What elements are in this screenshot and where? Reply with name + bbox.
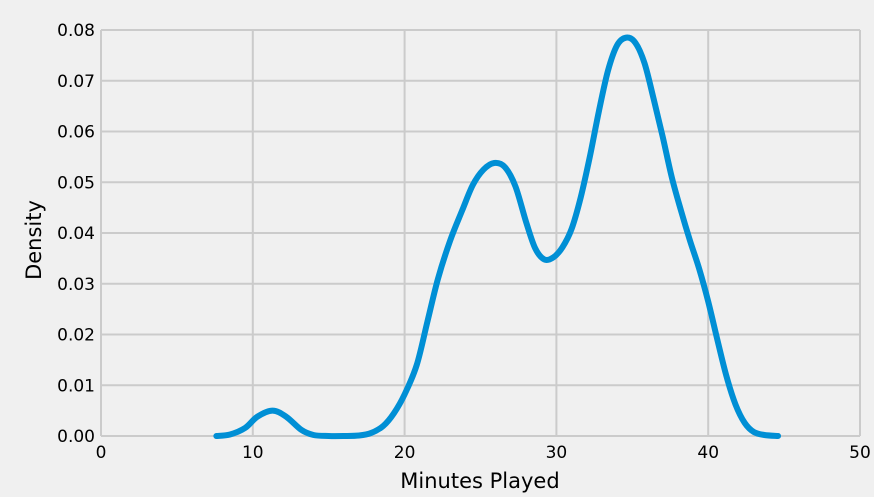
x-tick-label: 30 [546, 443, 568, 463]
y-tick-label: 0.06 [57, 123, 95, 143]
y-tick-label: 0.05 [57, 173, 95, 193]
y-tick-label: 0.02 [57, 326, 95, 346]
x-axis-label: Minutes Played [400, 469, 559, 493]
x-tick-label: 20 [394, 443, 416, 463]
y-axis-ticks: 0.00 0.01 0.02 0.03 0.04 0.05 0.06 0.07 0.08 [57, 21, 95, 447]
plot-area [213, 34, 782, 440]
y-tick-label: 0.04 [57, 224, 95, 244]
x-tick-label: 0 [96, 443, 107, 463]
x-tick-label: 10 [242, 443, 264, 463]
y-tick-label: 0.07 [57, 72, 95, 92]
x-tick-label: 50 [849, 443, 871, 463]
grid [100, 29, 861, 437]
x-tick-label: 40 [697, 443, 719, 463]
y-tick-label: 0.00 [57, 427, 95, 447]
x-axis-ticks: 0 10 20 30 40 50 [96, 443, 871, 463]
y-tick-label: 0.03 [57, 275, 95, 295]
density-curve-0 [213, 34, 782, 440]
y-tick-label: 0.08 [57, 21, 95, 41]
y-axis-label: Density [22, 200, 46, 280]
y-tick-label: 0.01 [57, 376, 95, 396]
